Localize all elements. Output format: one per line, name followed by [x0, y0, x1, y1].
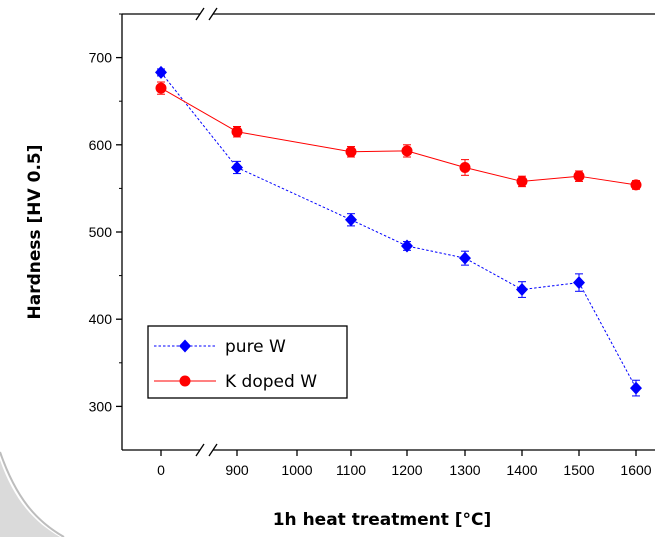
data-point [401, 239, 413, 253]
series-pure-w [155, 65, 642, 397]
legend: pure W K doped W [147, 325, 348, 399]
axis-break-mark [208, 7, 218, 21]
axis-break-mark [195, 443, 205, 457]
x-tick-label: 1500 [563, 462, 594, 478]
y-axis-title: Hardness [HV 0.5] [25, 145, 45, 320]
y-tick-label: 500 [89, 224, 113, 240]
x-tick-label: 1200 [391, 462, 422, 478]
x-tick-label: 900 [225, 462, 249, 478]
data-point [630, 381, 642, 395]
y-tick-label: 600 [89, 137, 113, 153]
data-point [155, 65, 167, 79]
y-tick-label: 300 [89, 398, 113, 414]
x-tick-label: 1300 [449, 462, 480, 478]
series-line [160, 72, 637, 389]
data-point [401, 145, 413, 157]
data-point [630, 179, 642, 191]
legend-marker [179, 339, 191, 353]
series-k-doped-w [155, 81, 642, 191]
data-point [516, 283, 528, 297]
data-point [516, 175, 528, 187]
x-axis-title: 1h heat treatment [°C] [273, 510, 492, 530]
data-point [345, 146, 357, 158]
data-point [573, 170, 585, 182]
legend-label: K doped W [225, 372, 317, 392]
x-tick-label: 1000 [281, 462, 312, 478]
data-point [459, 251, 471, 265]
axis-ticks: 300 400 500 600 700 0 900 1000 1100 1200 1300 1400 1… [89, 13, 652, 478]
legend-box [147, 325, 348, 399]
data-point [573, 276, 585, 290]
legend-marker [179, 375, 191, 387]
x-tick-label: 1600 [620, 462, 651, 478]
data-point [231, 160, 243, 174]
data-point [459, 161, 471, 173]
x-tick-label: 1400 [506, 462, 537, 478]
y-tick-label: 700 [89, 50, 113, 66]
y-tick-label: 400 [89, 311, 113, 327]
axis-break-mark [195, 7, 205, 21]
legend-label: pure W [225, 337, 286, 357]
data-point [231, 126, 243, 138]
x-tick-label: 1100 [336, 462, 366, 478]
data-point [155, 82, 167, 94]
series-line [160, 87, 637, 186]
panel-curve-decoration [0, 460, 60, 537]
data-point [345, 213, 357, 227]
axis-break-mark [208, 443, 218, 457]
series-layer [155, 65, 642, 397]
panel-curve-line [0, 451, 65, 537]
x-tick-label: 0 [157, 462, 165, 478]
